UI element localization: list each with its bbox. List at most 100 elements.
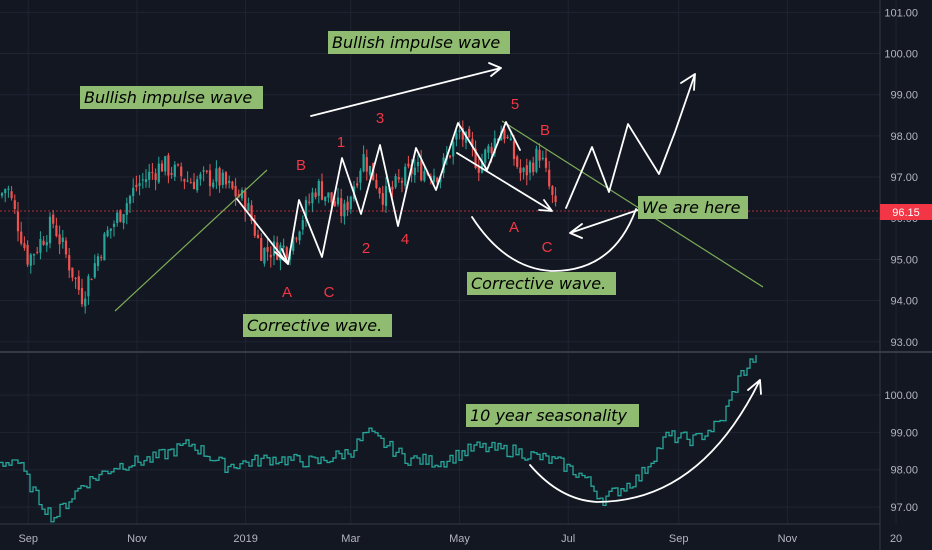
impulse-path[interactable] [287, 121, 521, 265]
y-tick-label: 100.00 [884, 49, 918, 61]
arrow-we-are-here[interactable] [569, 208, 642, 239]
candle-body [404, 166, 407, 186]
candle-body [77, 276, 80, 290]
trendline-resistance[interactable] [501, 120, 764, 288]
candle-body [554, 195, 557, 203]
candle-body [167, 155, 170, 176]
candle-body [164, 156, 167, 172]
candle-body [356, 183, 359, 186]
candle-body [532, 162, 535, 173]
candle-body [394, 175, 397, 188]
price-axis-bottom: 100.00 99.00 98.00 97.00 [884, 390, 918, 514]
candle-body [221, 172, 224, 185]
candle-body [36, 251, 39, 253]
candle-body [4, 189, 7, 194]
arrow-bullish-impulse[interactable] [310, 62, 502, 117]
label-bg [243, 314, 392, 337]
x-tick-label: 20 [890, 533, 902, 545]
last-price-tag [880, 204, 932, 220]
candle-body [509, 138, 512, 141]
candle-body [461, 127, 464, 140]
candle-body [20, 231, 23, 244]
candle-body [253, 220, 256, 236]
label-we-are-here[interactable]: We are here [642, 198, 741, 217]
candle-body [215, 168, 218, 182]
candle-body [205, 170, 208, 172]
candle-body [448, 155, 452, 158]
candle-body [362, 154, 365, 172]
candle-body [244, 190, 247, 212]
candle-body [199, 174, 202, 180]
candle-body [26, 244, 29, 265]
y-tick-label: 94.00 [890, 296, 918, 308]
y-tick-label: 100.00 [884, 390, 918, 402]
x-tick-label: Sep [18, 533, 38, 545]
candle-body [106, 230, 109, 237]
arrow-to-b[interactable] [456, 152, 553, 212]
candle-body [368, 165, 372, 175]
candle-body [55, 225, 58, 237]
candle-body [87, 276, 90, 297]
corrective-arc[interactable] [471, 208, 637, 272]
candle-body [535, 148, 538, 172]
candle-body [397, 177, 400, 180]
candle-body [324, 196, 327, 202]
wave-label-c: C [324, 284, 335, 301]
last-price-value: 96.15 [892, 207, 920, 219]
candle-body [154, 173, 157, 181]
x-tick-label: 2019 [233, 533, 257, 545]
candle-body [189, 182, 192, 184]
candle-body [349, 196, 352, 210]
drawings[interactable] [236, 62, 762, 503]
candle-body [240, 189, 244, 199]
y-tick-label: 95.00 [890, 254, 918, 266]
label-bg [467, 272, 616, 295]
candle-body [282, 245, 285, 248]
wave-counts: B A C 1 2 3 4 5 B A C [282, 96, 553, 301]
label-corrective-2[interactable]: Corrective wave. [471, 274, 606, 293]
candle-body [272, 241, 276, 256]
candle-body [432, 175, 436, 182]
candle-body [234, 185, 237, 197]
candle-body [202, 170, 205, 172]
annotation-labels[interactable]: Bullish impulse wave Bullish impulse wav… [80, 31, 748, 427]
seasonality-series [0, 355, 757, 523]
projection-path[interactable] [565, 73, 696, 209]
candle-body [256, 234, 260, 238]
candle-body [538, 149, 541, 161]
wave-label-1: 1 [337, 134, 345, 151]
candle-body [228, 180, 231, 183]
candle-body [400, 180, 404, 183]
candle-body [29, 254, 32, 266]
candle-body [413, 167, 416, 176]
wave-label-a2: A [509, 219, 519, 236]
candle-body [93, 263, 96, 278]
x-tick-label: Nov [127, 533, 147, 545]
candle-body [311, 192, 314, 204]
candle-body [340, 198, 343, 216]
trendline-support[interactable] [114, 169, 268, 312]
candle-body [64, 240, 68, 255]
candle-body [74, 277, 77, 279]
candle-body [493, 138, 496, 154]
candle-body [109, 228, 112, 231]
candle-body [224, 172, 228, 185]
label-corrective-1[interactable]: Corrective wave. [247, 316, 382, 335]
arrow-seasonality[interactable] [529, 379, 762, 503]
candle-body [317, 180, 320, 196]
candle-body [144, 179, 148, 183]
wave-label-2: 2 [362, 240, 370, 257]
candle-body [436, 177, 439, 183]
y-tick-label: 98.00 [890, 131, 918, 143]
label-bg [638, 196, 748, 219]
candle-body [116, 212, 119, 223]
candle-body [346, 201, 349, 210]
candle-body [359, 170, 362, 183]
label-seasonality[interactable]: 10 year seasonality [470, 406, 627, 425]
candle-body [160, 163, 164, 172]
label-bullish-impulse-1[interactable]: Bullish impulse wave [84, 88, 252, 107]
label-bullish-impulse-2[interactable]: Bullish impulse wave [332, 33, 500, 52]
candle-body [333, 201, 336, 207]
candle-body [506, 136, 509, 138]
candle-body [480, 160, 484, 173]
